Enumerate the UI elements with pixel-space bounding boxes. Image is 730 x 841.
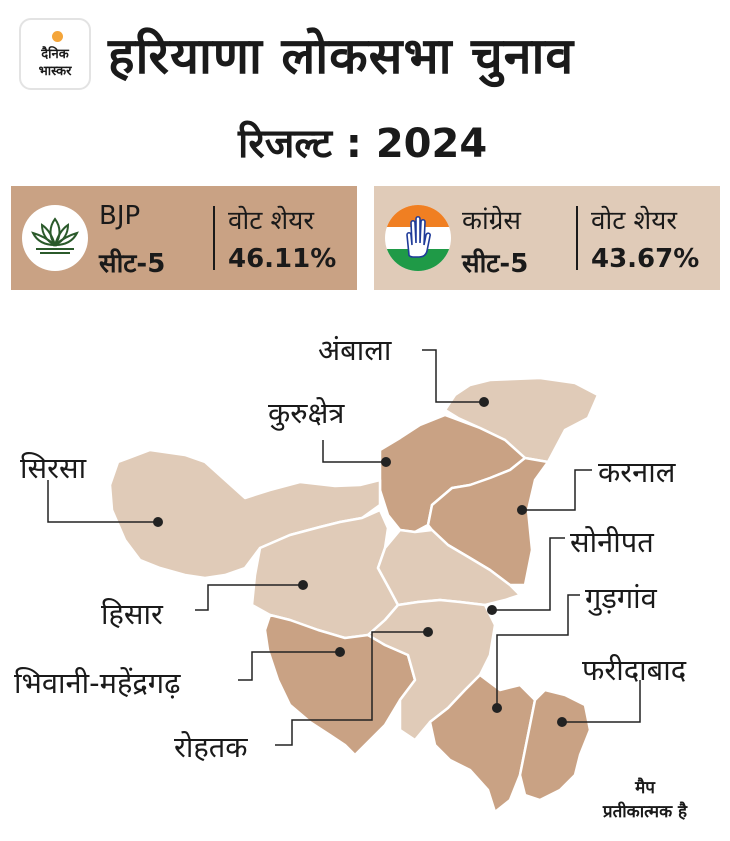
leader-gurgaon	[496, 594, 580, 708]
label-ambala: अंबाला	[318, 333, 392, 367]
logo-text-line1: दैनिक	[41, 47, 69, 62]
marker-kurukshetra	[381, 457, 391, 467]
congress-divider	[576, 206, 578, 270]
marker-sonipat	[487, 605, 497, 615]
map-disclaimer: मैप प्रतीकात्मक है	[560, 776, 730, 824]
marker-karnal	[517, 505, 527, 515]
page-title: हरियाणा लोकसभा चुनाव	[108, 27, 575, 85]
congress-party-name: कांग्रेस	[462, 206, 521, 236]
region-faridabad	[518, 688, 592, 802]
bjp-seats: सीट-5	[99, 249, 166, 279]
marker-bhiwani	[335, 647, 345, 657]
leader-faridabad	[562, 680, 641, 723]
dainik-bhaskar-logo: दैनिक भास्कर	[19, 18, 91, 90]
leader-hisar	[195, 584, 303, 611]
congress-vote-label: वोट शेयर	[591, 206, 677, 236]
logo-text-line2: भास्कर	[38, 64, 72, 79]
label-rohtak: रोहतक	[174, 730, 248, 764]
hand-icon	[385, 205, 451, 271]
leader-sonipat	[492, 537, 565, 611]
marker-sirsa	[153, 517, 163, 527]
marker-rohtak	[423, 627, 433, 637]
lotus-icon	[22, 205, 88, 271]
leader-rohtak	[275, 631, 428, 746]
label-hisar: हिसार	[101, 597, 163, 631]
label-bhiwani-mahendragarh: भिवानी-महेंद्रगढ़	[14, 666, 181, 700]
label-sirsa: सिरसा	[20, 451, 87, 485]
label-karnal: करनाल	[598, 455, 676, 489]
page-subtitle: रिजल्ट : 2024	[238, 121, 488, 167]
region-gurgaon	[428, 673, 537, 814]
bjp-vote-label: वोट शेयर	[228, 206, 314, 236]
leader-bhiwani	[238, 651, 340, 681]
bjp-result-box: BJP सीट-5 वोट शेयर 46.11%	[11, 186, 357, 290]
bjp-divider	[213, 206, 215, 270]
label-sonipat: सोनीपत	[570, 525, 654, 559]
congress-vote-share: 43.67%	[591, 244, 700, 274]
label-faridabad: फरीदाबाद	[582, 653, 687, 687]
region-bhiwani-mahendragarh	[263, 613, 417, 757]
label-kurukshetra: कुरुक्षेत्र	[268, 396, 345, 430]
leader-kurukshetra	[322, 440, 386, 463]
marker-faridabad	[557, 717, 567, 727]
congress-seats: सीट-5	[462, 249, 529, 279]
sun-icon	[52, 31, 63, 42]
leader-sirsa	[47, 480, 158, 523]
bjp-party-name: BJP	[99, 201, 141, 231]
bjp-vote-share: 46.11%	[228, 244, 337, 274]
marker-hisar	[298, 580, 308, 590]
region-sonipat	[376, 528, 522, 607]
map-disclaimer-line1: मैप	[635, 778, 655, 798]
map-disclaimer-line2: प्रतीकात्मक है	[602, 802, 688, 822]
leader-karnal	[522, 469, 592, 511]
leader-ambala	[422, 349, 484, 403]
congress-result-box: कांग्रेस सीट-5 वोट शेयर 43.67%	[374, 186, 720, 290]
marker-gurgaon	[492, 703, 502, 713]
marker-ambala	[479, 397, 489, 407]
label-gurgaon: गुड़गांव	[585, 581, 657, 615]
